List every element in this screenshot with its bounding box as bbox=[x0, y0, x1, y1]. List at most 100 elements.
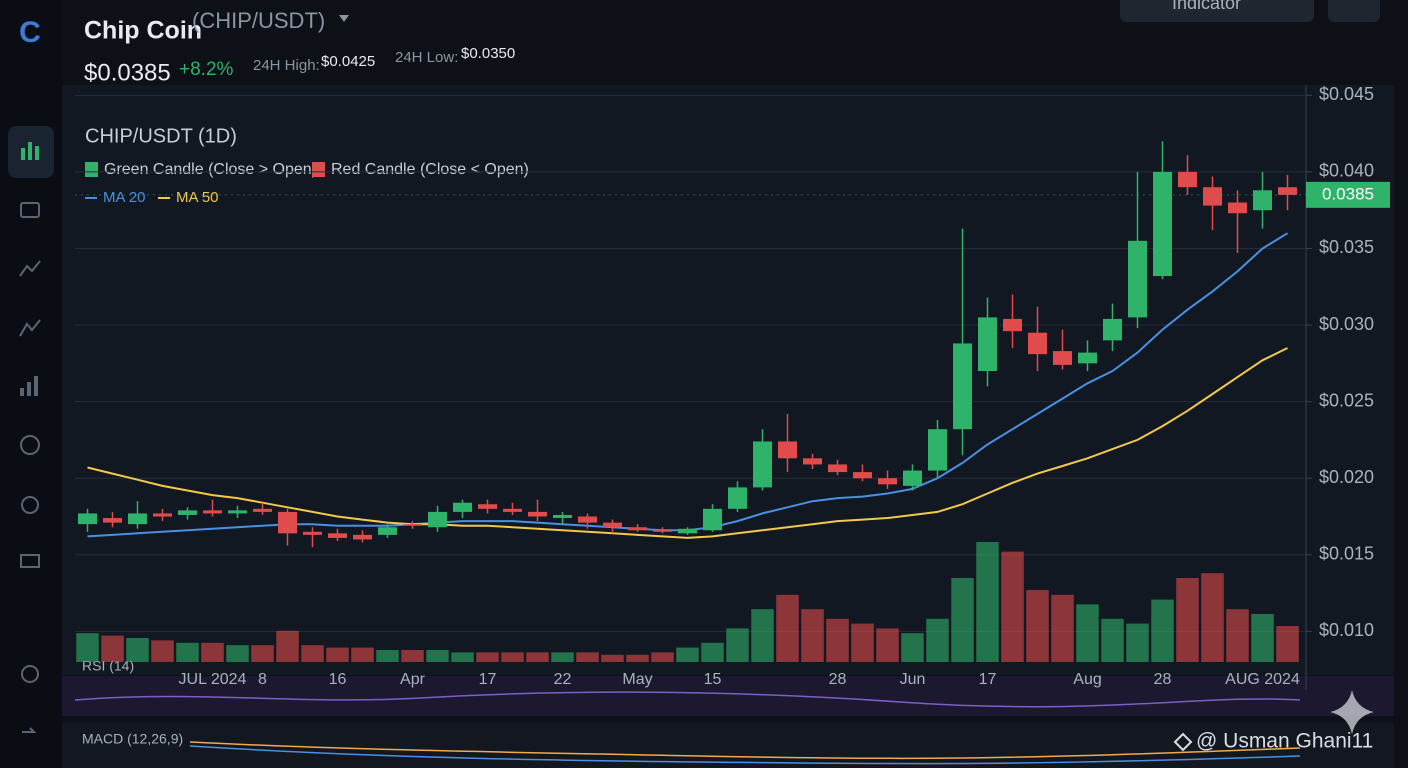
nav-trend-2[interactable] bbox=[19, 319, 41, 337]
y-tick-label: $0.010 bbox=[1319, 620, 1374, 640]
indicator-button[interactable] bbox=[1120, 0, 1314, 22]
current-price-label: 0.0385 bbox=[1322, 184, 1374, 203]
macd-line bbox=[189, 741, 1301, 760]
candle-body bbox=[953, 343, 972, 430]
legend-label: Green Candle (Close > Open) bbox=[104, 161, 317, 178]
coin-name: Chip Coin bbox=[84, 17, 202, 45]
candle-body bbox=[853, 472, 872, 479]
candle-body bbox=[278, 511, 297, 534]
low-label: 24H Low: bbox=[395, 49, 458, 66]
candle-body bbox=[928, 429, 947, 471]
volume-bar bbox=[776, 594, 799, 662]
candle-body bbox=[78, 513, 97, 525]
volume-bar bbox=[301, 645, 324, 662]
nav-logout[interactable] bbox=[22, 727, 37, 733]
volume-bar bbox=[426, 650, 449, 662]
signal-line bbox=[189, 745, 1301, 765]
candle-body bbox=[803, 458, 822, 465]
current-price-tag bbox=[1306, 181, 1390, 208]
volume-bar bbox=[1126, 623, 1149, 662]
nav-chart-icon[interactable] bbox=[21, 142, 39, 160]
candle-body bbox=[353, 534, 372, 540]
candle-body bbox=[653, 530, 672, 532]
nav-settings[interactable] bbox=[21, 496, 39, 514]
candle-body bbox=[1203, 187, 1222, 206]
volume-bar bbox=[151, 640, 174, 662]
watermark: @ Usman Ghani11 bbox=[1196, 730, 1373, 753]
nav-trend[interactable] bbox=[19, 260, 41, 277]
change: +8.2% bbox=[179, 59, 234, 80]
volume-bar bbox=[951, 578, 974, 662]
candle-body bbox=[453, 502, 472, 512]
volume-bar bbox=[451, 652, 474, 662]
candle-body bbox=[153, 513, 172, 517]
logo: C bbox=[19, 16, 41, 49]
x-tick-label: AUG 2024 bbox=[1225, 671, 1300, 688]
legend-swatch bbox=[312, 162, 325, 177]
nav-coin[interactable] bbox=[20, 435, 40, 455]
candle-body bbox=[578, 516, 597, 523]
volume-bar bbox=[1151, 599, 1174, 662]
candle-body bbox=[328, 533, 347, 538]
candle-body bbox=[203, 510, 222, 514]
candle-body bbox=[128, 513, 147, 525]
rsi-pane bbox=[62, 676, 1394, 716]
nav-bars[interactable] bbox=[20, 376, 38, 396]
x-tick-label: 17 bbox=[979, 671, 997, 688]
volume-bar bbox=[1051, 594, 1074, 662]
volume-bar bbox=[1076, 604, 1099, 662]
volume-bar bbox=[901, 633, 924, 662]
volume-bar bbox=[551, 652, 574, 662]
volume-bar bbox=[376, 650, 399, 662]
candle-body bbox=[978, 317, 997, 371]
candle-body bbox=[1053, 351, 1072, 365]
volume-bar bbox=[276, 630, 299, 662]
x-tick-label: Apr bbox=[400, 671, 426, 688]
volume-bar bbox=[126, 638, 149, 662]
candle-body bbox=[778, 441, 797, 459]
nav-wallet[interactable] bbox=[20, 202, 40, 218]
volume-bar bbox=[226, 645, 249, 662]
nav-gear[interactable] bbox=[21, 665, 39, 683]
ma-line bbox=[87, 347, 1288, 539]
rsi-line bbox=[74, 691, 1301, 708]
y-tick-label: $0.035 bbox=[1319, 237, 1374, 257]
volume-bar bbox=[876, 628, 899, 662]
dropdown[interactable] bbox=[339, 15, 349, 22]
volume-bar bbox=[601, 654, 624, 662]
candle-body bbox=[403, 524, 422, 526]
legend-swatch bbox=[85, 162, 98, 177]
candle-body bbox=[103, 518, 122, 523]
pair: (CHIP/USDT) bbox=[192, 8, 325, 33]
candle-body bbox=[1103, 318, 1122, 341]
close-button[interactable] bbox=[1328, 0, 1380, 22]
low-value: $0.0350 bbox=[461, 45, 515, 62]
volume-bar bbox=[576, 652, 599, 662]
candle-body bbox=[503, 508, 522, 512]
volume-bar bbox=[751, 609, 774, 662]
indicator-text: Indicator bbox=[1172, 0, 1241, 13]
volume-bar bbox=[701, 642, 724, 662]
volume-bar bbox=[476, 652, 499, 662]
high-value: $0.0425 bbox=[321, 53, 375, 70]
x-tick-label: Jun bbox=[900, 671, 926, 688]
price: $0.0385 bbox=[84, 59, 171, 86]
candle-body bbox=[703, 508, 722, 531]
x-tick-label: 28 bbox=[829, 671, 847, 688]
x-tick-label: 22 bbox=[554, 671, 572, 688]
nav-flag[interactable] bbox=[20, 554, 40, 568]
candle-body bbox=[1003, 318, 1022, 332]
volume-bar bbox=[101, 635, 124, 662]
x-tick-label: Aug bbox=[1073, 671, 1101, 688]
candle-body bbox=[478, 504, 497, 509]
x-tick-label: 15 bbox=[704, 671, 722, 688]
volume-bar bbox=[926, 618, 949, 662]
volume-bar bbox=[526, 652, 549, 662]
candle-body bbox=[428, 511, 447, 528]
candle-body bbox=[728, 487, 747, 509]
x-tick-label: 8 bbox=[258, 671, 267, 688]
candle-body bbox=[603, 522, 622, 528]
volume-bar bbox=[726, 628, 749, 662]
x-tick-label: JUL 2024 bbox=[179, 671, 247, 688]
candle-body bbox=[628, 527, 647, 531]
